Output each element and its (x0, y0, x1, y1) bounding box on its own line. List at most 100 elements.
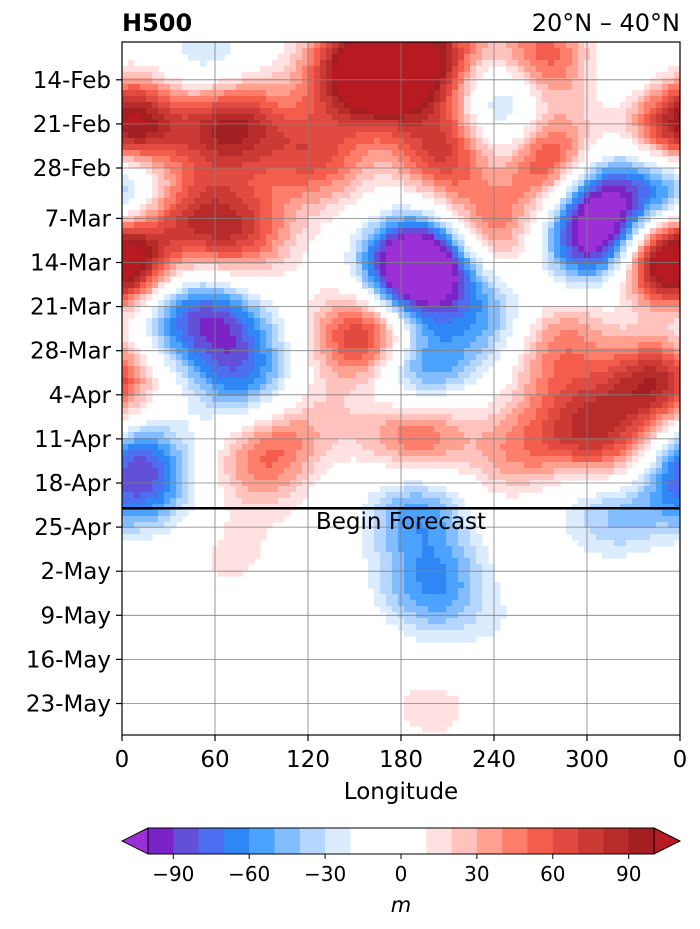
contour-cell (554, 270, 561, 277)
contour-cell (248, 72, 255, 79)
contour-cell (410, 306, 417, 313)
contour-cell (296, 132, 303, 139)
contour-cell (410, 114, 417, 121)
contour-cell (650, 378, 657, 385)
contour-cell (254, 264, 261, 271)
contour-cell (572, 396, 579, 403)
contour-cell (416, 276, 423, 283)
contour-cell (164, 198, 171, 205)
contour-cell (422, 432, 429, 439)
contour-cell (152, 336, 159, 343)
contour-cell (134, 438, 141, 445)
contour-cell (242, 342, 249, 349)
contour-cell (614, 414, 621, 421)
contour-cell (626, 372, 633, 379)
contour-cell (422, 66, 429, 73)
contour-cell (470, 84, 477, 91)
contour-cell (518, 246, 525, 253)
contour-cell (464, 366, 471, 373)
contour-cell (230, 324, 237, 331)
contour-cell (314, 90, 321, 97)
contour-cell (164, 330, 171, 337)
contour-cell (524, 186, 531, 193)
contour-cell (446, 138, 453, 145)
contour-cell (308, 210, 315, 217)
contour-cell (668, 252, 675, 259)
contour-cell (362, 72, 369, 79)
contour-cell (488, 306, 495, 313)
contour-cell (386, 42, 393, 49)
contour-cell (368, 168, 375, 175)
contour-cell (482, 180, 489, 187)
contour-cell (428, 348, 435, 355)
contour-cell (338, 114, 345, 121)
contour-cell (416, 300, 423, 307)
contour-cell (314, 324, 321, 331)
contour-cell (464, 168, 471, 175)
contour-cell (128, 90, 135, 97)
contour-cell (362, 354, 369, 361)
contour-cell (488, 48, 495, 55)
contour-cell (554, 48, 561, 55)
contour-cell (452, 48, 459, 55)
contour-cell (266, 210, 273, 217)
contour-cell (284, 168, 291, 175)
contour-cell (566, 66, 573, 73)
contour-cell (320, 414, 327, 421)
contour-cell (368, 270, 375, 277)
contour-cell (440, 162, 447, 169)
contour-cell (206, 336, 213, 343)
contour-cell (176, 192, 183, 199)
contour-cell (548, 48, 555, 55)
contour-cell (524, 54, 531, 61)
contour-cell (410, 102, 417, 109)
contour-cell (440, 48, 447, 55)
contour-cell (122, 180, 129, 187)
contour-cell (170, 270, 177, 277)
contour-cell (656, 240, 663, 247)
contour-cell (380, 54, 387, 61)
contour-cell (434, 144, 441, 151)
contour-cell (656, 420, 663, 427)
contour-cell (638, 114, 645, 121)
contour-cell (176, 342, 183, 349)
contour-cell (620, 288, 627, 295)
contour-cell (326, 126, 333, 133)
contour-cell (182, 258, 189, 265)
contour-cell (194, 258, 201, 265)
contour-cell (470, 162, 477, 169)
contour-cell (230, 114, 237, 121)
contour-cell (320, 204, 327, 211)
contour-cell (572, 348, 579, 355)
contour-cell (446, 90, 453, 97)
contour-cell (392, 234, 399, 241)
contour-cell (356, 264, 363, 271)
contour-cell (656, 204, 663, 211)
contour-cell (344, 72, 351, 79)
contour-cell (434, 60, 441, 67)
contour-cell (428, 324, 435, 331)
contour-cell (626, 378, 633, 385)
contour-cell (506, 318, 513, 325)
contour-cell (590, 42, 597, 49)
contour-cell (350, 420, 357, 427)
contour-cell (674, 306, 680, 313)
contour-cell (440, 78, 447, 85)
contour-cell (386, 294, 393, 301)
contour-cell (596, 282, 603, 289)
contour-cell (644, 372, 651, 379)
contour-cell (458, 414, 465, 421)
contour-cell (632, 222, 639, 229)
contour-cell (578, 402, 585, 409)
contour-cell (200, 372, 207, 379)
contour-cell (158, 78, 165, 85)
contour-cell (590, 216, 597, 223)
contour-cell (320, 54, 327, 61)
contour-cell (614, 228, 621, 235)
contour-cell (290, 84, 297, 91)
contour-cell (656, 258, 663, 265)
contour-cell (590, 198, 597, 205)
contour-cell (176, 372, 183, 379)
contour-cell (620, 294, 627, 301)
contour-cell (524, 144, 531, 151)
